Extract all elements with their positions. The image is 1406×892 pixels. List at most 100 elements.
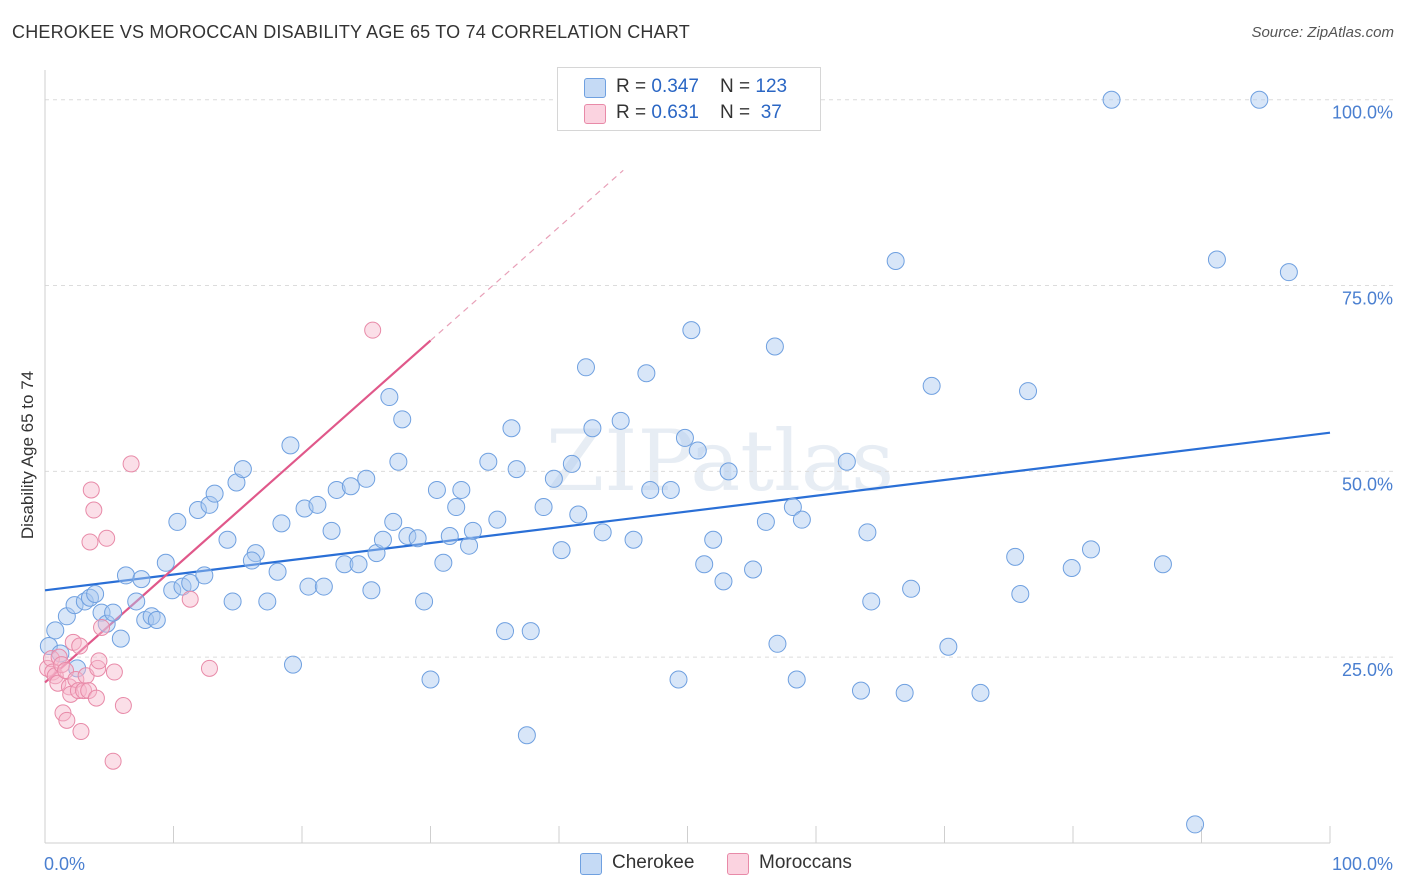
legend-r-label: R = xyxy=(616,102,652,123)
cherokee-point xyxy=(682,321,701,340)
cherokee-point xyxy=(1102,90,1121,109)
cherokee-point xyxy=(205,484,224,503)
cherokee-point xyxy=(147,611,166,630)
cherokee-point xyxy=(127,592,146,611)
cherokee-point xyxy=(299,577,318,596)
cherokee-point xyxy=(362,581,381,600)
cherokee-point xyxy=(65,596,84,615)
cherokee-point xyxy=(902,579,921,598)
moroccan-point xyxy=(122,455,140,473)
cherokee-point xyxy=(104,603,123,622)
cherokee-point xyxy=(583,419,602,438)
cherokee-point xyxy=(258,592,277,611)
cherokee-point xyxy=(272,514,291,533)
legend-r-value: 0.631 xyxy=(651,102,699,123)
cherokee-point xyxy=(517,726,536,745)
legend-r-value: 0.347 xyxy=(651,76,699,97)
cherokee-point xyxy=(463,521,482,540)
cherokee-point xyxy=(971,683,990,702)
cherokee-point xyxy=(611,411,630,430)
cherokee-point xyxy=(314,577,333,596)
cherokee-point xyxy=(132,570,151,589)
cherokee-point xyxy=(308,495,327,514)
moroccan-point xyxy=(58,711,76,729)
cherokee-point xyxy=(886,252,905,271)
cherokee-point xyxy=(704,530,723,549)
cherokee-point xyxy=(695,555,714,574)
bottom-legend-swatch-cherokee xyxy=(580,853,602,875)
cherokee-point xyxy=(521,622,540,641)
cherokee-point xyxy=(341,477,360,496)
cherokee-point xyxy=(327,480,346,499)
chart-title: CHEROKEE VS MOROCCAN DISABILITY AGE 65 T… xyxy=(12,22,690,42)
cherokee-point xyxy=(1207,250,1226,269)
cherokee-point xyxy=(434,553,453,572)
cherokee-point xyxy=(675,428,694,447)
cherokee-point xyxy=(792,510,811,529)
cherokee-point xyxy=(188,501,207,520)
bottom-legend-label-moroccans: Moroccans xyxy=(759,852,852,873)
cherokee-point xyxy=(218,530,237,549)
cherokee-point xyxy=(116,566,135,585)
moroccan-point xyxy=(71,637,89,655)
cherokee-point xyxy=(156,553,175,572)
moroccan-point xyxy=(69,682,87,700)
cherokee-point xyxy=(408,529,427,548)
cherokee-point xyxy=(1153,555,1172,574)
cherokee-point xyxy=(895,683,914,702)
cherokee-point xyxy=(1250,90,1269,109)
moroccan-point xyxy=(72,723,90,741)
cherokee-point xyxy=(637,364,656,383)
cherokee-point xyxy=(641,480,660,499)
cherokee-point xyxy=(544,469,563,488)
cherokee-point xyxy=(576,358,595,377)
y-tick-label: 100.0% xyxy=(1332,103,1393,123)
cherokee-point xyxy=(1186,815,1205,834)
legend-n-value: 123 xyxy=(755,76,788,97)
moroccan-point xyxy=(90,652,108,670)
cherokee-point xyxy=(714,572,733,591)
cherokee-point xyxy=(233,460,252,479)
cherokee-point xyxy=(768,634,787,653)
cherokee-point xyxy=(939,637,958,656)
cherokee-point xyxy=(507,460,526,479)
cherokee-point xyxy=(447,498,466,517)
cherokee-point xyxy=(384,512,403,531)
moroccan-point xyxy=(104,752,122,770)
cherokee-point xyxy=(268,562,287,581)
cherokee-point xyxy=(163,581,182,600)
cherokee-point xyxy=(1019,382,1038,401)
legend-swatch-cherokee xyxy=(584,78,606,98)
y-tick-label: 25.0% xyxy=(1342,660,1393,680)
stats-legend: R = 0.347 N = 123 R = 0.631 N = 37 xyxy=(557,67,821,131)
moroccan-point xyxy=(81,533,99,551)
cherokee-point xyxy=(322,521,341,540)
cherokee-point xyxy=(479,452,498,471)
moroccan-point xyxy=(98,529,116,547)
cherokee-point xyxy=(373,530,392,549)
cherokee-point xyxy=(624,530,643,549)
cherokee-point xyxy=(719,462,738,481)
moroccan-point xyxy=(93,618,111,636)
bottom-legend-label-cherokee: Cherokee xyxy=(612,852,695,873)
moroccan-point xyxy=(114,696,132,714)
cherokee-point xyxy=(1081,540,1100,559)
cherokee-point xyxy=(569,505,588,524)
cherokee-point xyxy=(552,541,571,560)
legend-row-cherokee: R = 0.347 N = 123 xyxy=(584,76,787,100)
cherokee-point xyxy=(393,410,412,429)
cherokee-point xyxy=(380,388,399,407)
y-axis-label: Disability Age 65 to 74 xyxy=(18,371,37,539)
cherokee-point xyxy=(502,419,521,438)
cherokee-point xyxy=(1062,558,1081,577)
cherokee-point xyxy=(86,585,105,604)
cherokee-point xyxy=(440,527,459,546)
cherokee-point xyxy=(765,337,784,356)
x-tick-label: 100.0% xyxy=(1332,854,1393,874)
legend-swatch-moroccans xyxy=(584,104,606,124)
cherokee-point xyxy=(46,621,65,640)
cherokee-point xyxy=(787,670,806,689)
y-tick-label: 75.0% xyxy=(1342,289,1393,309)
cherokee-point xyxy=(200,495,219,514)
